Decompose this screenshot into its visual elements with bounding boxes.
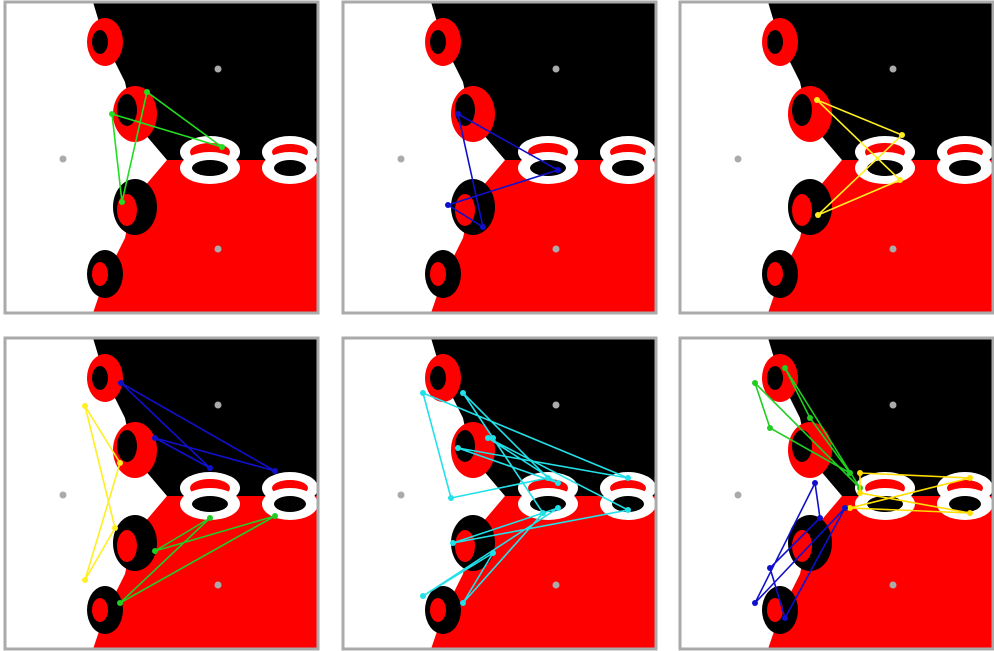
cycle-point [899,132,905,138]
cycle-point [625,507,631,513]
fractal-image [5,338,318,649]
cycle-point [480,224,486,230]
cycle-point [812,480,818,486]
cycle-point [460,600,466,606]
cycle-point [455,111,461,117]
cycle-point [109,111,115,117]
cycle-point [814,97,820,103]
cycle-point [847,470,853,476]
cycle-point [448,495,454,501]
panel [680,2,993,313]
cycle-point [207,515,213,521]
cycle-point [782,365,788,371]
cycle-point [118,380,124,386]
cycle-point [490,435,496,441]
cycle-point [857,470,863,476]
fractal-image [343,338,656,649]
cycle-point [460,390,466,396]
cycle-point [545,475,551,481]
cycle-point [555,167,561,173]
fractal-image [680,338,993,649]
cycle-point [144,89,150,95]
cycle-point [842,505,848,511]
cycle-point [82,577,88,583]
cycle-point [450,540,456,546]
cycle-point [815,212,821,218]
cycle-point [420,593,426,599]
cycle-point [445,202,451,208]
panel [343,338,656,649]
cycle-point [555,480,561,486]
cycle-point [117,460,123,466]
cycle-point [152,548,158,554]
cycle-point [490,550,496,556]
cycle-point [152,435,158,441]
figure [0,0,994,651]
cycle-point [555,505,561,511]
cycle-point [272,513,278,519]
cycle-point [219,144,225,150]
fractal-image [5,2,318,313]
cycle-point [752,600,758,606]
cycle-point [767,425,773,431]
cycle-point [272,468,278,474]
panel [5,338,318,649]
panel [5,2,318,313]
cycle-point [967,475,973,481]
cycle-point [540,510,546,516]
fractal-image [343,2,656,313]
cycle-point [817,515,823,521]
cycle-point [897,177,903,183]
cycle-point [420,390,426,396]
cycle-point [967,510,973,516]
cycle-point [119,199,125,205]
cycle-point [782,615,788,621]
fractal-image [680,2,993,313]
cycle-point [807,415,813,421]
cycle-point [752,380,758,386]
cycle-point [857,490,863,496]
cycle-point [82,403,88,409]
panel [680,338,993,649]
cycle-point [455,445,461,451]
cycle-point [767,565,773,571]
cycle-point [112,525,118,531]
cycle-point [625,475,631,481]
panel [343,2,656,313]
cycle-point [207,465,213,471]
cycle-point [117,600,123,606]
